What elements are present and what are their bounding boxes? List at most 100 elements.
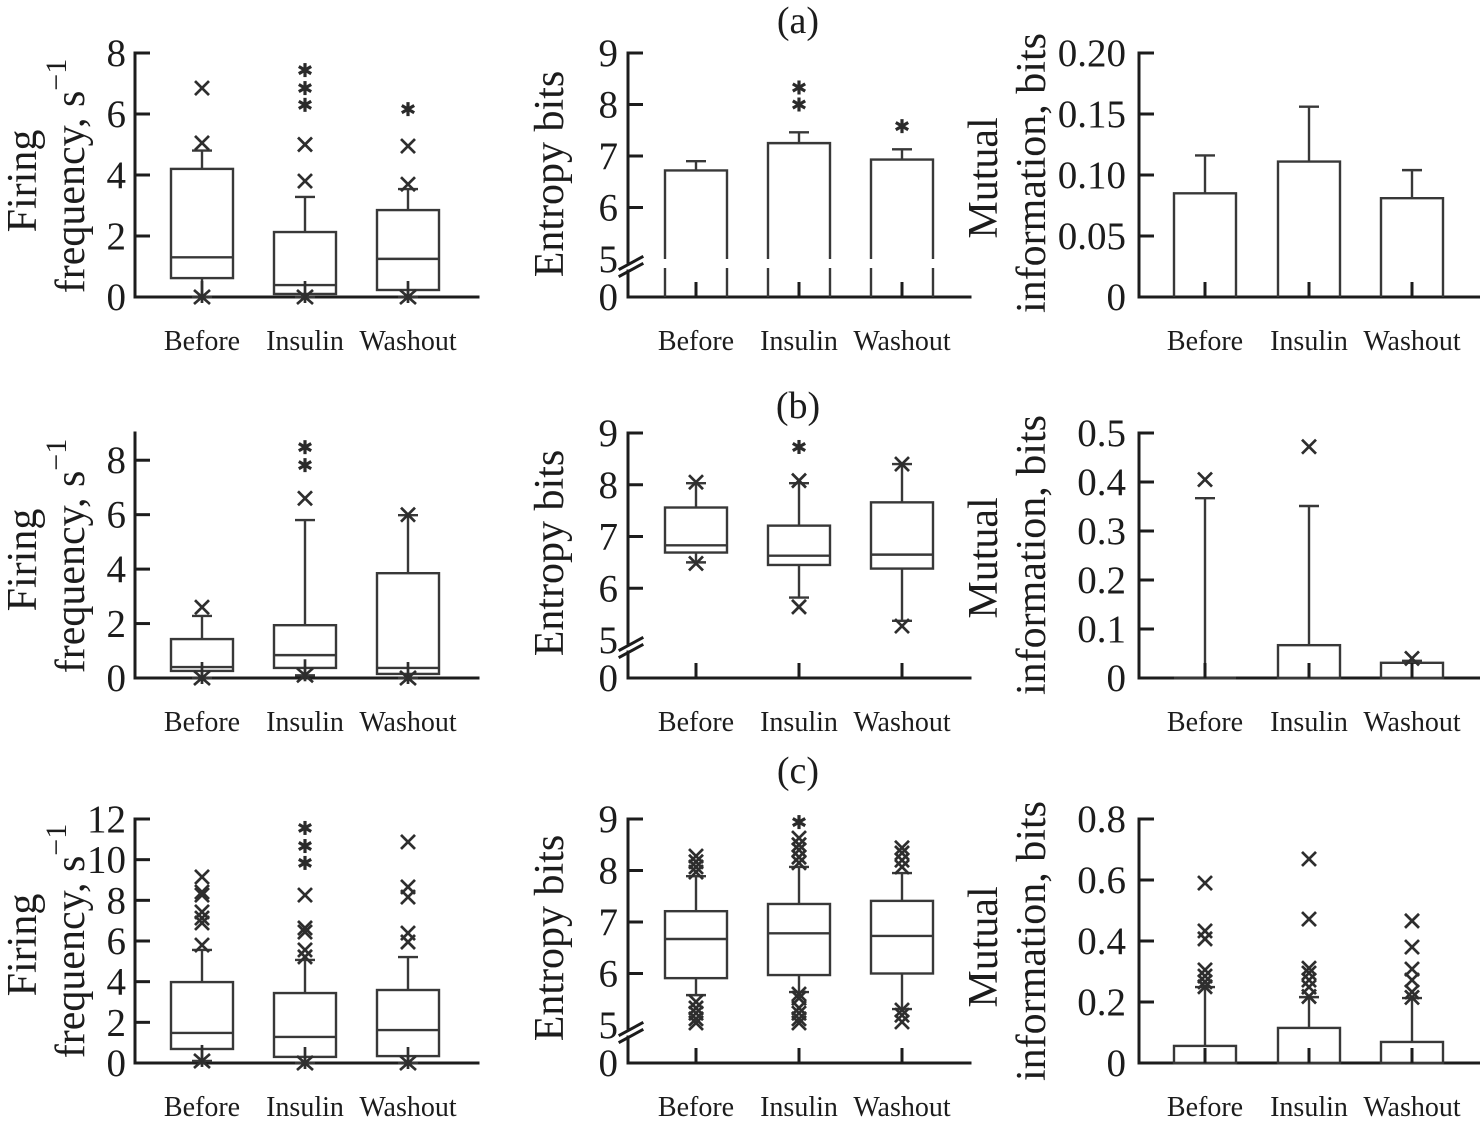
y-axis-label-text: Entropy bits xyxy=(527,450,573,657)
y-tick-label: 0 xyxy=(599,657,619,700)
outlier-stroke xyxy=(894,618,910,634)
y-tick-label: 8 xyxy=(599,850,619,893)
y-tick-label: 6 xyxy=(107,920,127,963)
outlier-marker xyxy=(688,1010,704,1027)
y-axis-label-text: frequency, s xyxy=(48,856,94,1059)
outlier-marker xyxy=(1301,911,1317,927)
chart-panel: 0 0.2 0.4 0.6 0.8 Mutual information, bits Befo… xyxy=(961,798,1480,1123)
y-axis-label-text: Mutual xyxy=(961,886,1007,1007)
extreme-stroke xyxy=(297,460,313,471)
outlier-stroke xyxy=(1301,851,1317,867)
outlier-stroke xyxy=(894,852,910,869)
extreme-stroke xyxy=(297,83,313,94)
y-tick-label: 8 xyxy=(107,879,127,922)
outlier-marker xyxy=(400,506,416,523)
y-axis-label: Entropy bits xyxy=(527,450,573,657)
outlier-stroke xyxy=(194,135,210,151)
outlier-stroke xyxy=(688,474,704,491)
outlier-stroke xyxy=(1197,962,1213,978)
extreme-marker xyxy=(297,81,313,96)
y-tick-label: 0 xyxy=(107,1042,127,1085)
axis-break xyxy=(617,1020,645,1045)
box xyxy=(663,909,729,980)
box xyxy=(375,571,441,676)
y-axis-label-superscript: −1 xyxy=(40,824,73,856)
y-axis-label: frequency, s−1 xyxy=(40,59,94,293)
outlier-stroke xyxy=(791,854,807,871)
axis-break xyxy=(617,635,645,660)
y-tick-label: 0.05 xyxy=(1058,215,1126,258)
category-label: Before xyxy=(658,707,734,738)
y-tick-label: 5 xyxy=(599,238,619,281)
category-label: Before xyxy=(1167,707,1243,738)
extreme-marker xyxy=(791,80,807,95)
outlier-marker xyxy=(791,472,807,489)
y-tick-label: 0 xyxy=(1107,1042,1127,1085)
outlier-marker xyxy=(894,839,910,856)
outlier-stroke xyxy=(894,1007,910,1024)
y-axis-label-text: information, bits xyxy=(1009,33,1055,313)
y-tick-label: 0 xyxy=(599,276,619,319)
y-axis-label: Mutual xyxy=(961,886,1007,1007)
outlier-marker xyxy=(894,845,910,861)
outlier-stroke xyxy=(1197,930,1213,947)
outlier-stroke xyxy=(894,858,910,875)
outlier-stroke xyxy=(791,1014,807,1031)
category-label: Washout xyxy=(359,1092,457,1123)
y-axis-label-text: Firing xyxy=(0,509,46,612)
category-label: Insulin xyxy=(266,707,344,738)
y-tick-label: 0 xyxy=(599,1042,619,1085)
box xyxy=(169,980,235,1051)
y-tick-label: 7 xyxy=(599,135,619,178)
extreme-stroke xyxy=(297,65,313,76)
category-label: Before xyxy=(164,326,240,357)
bar-group xyxy=(869,119,935,297)
panel-label: (a) xyxy=(777,0,819,42)
y-tick-label: 5 xyxy=(599,1004,619,1047)
y-axis-label: Entropy bits xyxy=(527,835,573,1042)
y-tick-label: 2 xyxy=(107,603,127,646)
y-tick-label: 6 xyxy=(599,187,619,230)
y-axis-label: Mutual xyxy=(961,497,1007,618)
outlier-marker xyxy=(297,136,313,153)
extreme-stroke xyxy=(791,441,807,452)
box-group xyxy=(869,839,935,1063)
category-label: Before xyxy=(658,1092,734,1123)
category-label: Washout xyxy=(359,707,457,738)
outlier-marker xyxy=(1404,912,1420,929)
y-tick-label: 5 xyxy=(599,619,619,662)
y-axis-label-text: Mutual xyxy=(961,117,1007,238)
extreme-stroke xyxy=(400,104,416,115)
outlier-stroke xyxy=(194,887,210,904)
category-label: Before xyxy=(658,326,734,357)
extreme-marker xyxy=(297,97,313,112)
outlier-marker xyxy=(1197,978,1213,995)
box-group xyxy=(272,63,338,306)
outlier-stroke xyxy=(688,993,704,1010)
outlier-stroke xyxy=(297,887,313,904)
outlier-marker xyxy=(1301,851,1317,867)
outlier-stroke xyxy=(194,910,210,926)
extreme-marker xyxy=(791,439,807,454)
category-label: Insulin xyxy=(1270,1092,1348,1123)
outlier-stroke xyxy=(297,920,313,936)
extreme-marker xyxy=(297,440,313,455)
outlier-stroke xyxy=(688,555,704,572)
outlier-marker xyxy=(1197,875,1213,892)
outlier-marker xyxy=(297,887,313,904)
y-axis-label: frequency, s−1 xyxy=(40,824,94,1058)
outlier-stroke xyxy=(688,858,704,875)
extreme-marker xyxy=(297,458,313,473)
extreme-marker xyxy=(297,855,313,870)
outlier-stroke xyxy=(1197,875,1213,892)
y-axis-label-text: Entropy bits xyxy=(527,71,573,278)
outlier-marker xyxy=(894,456,910,473)
box-group xyxy=(375,506,441,687)
y-tick-label: 0.4 xyxy=(1077,461,1126,504)
y-tick-label: 8 xyxy=(599,464,619,507)
box-group xyxy=(1276,851,1342,1065)
outlier-stroke xyxy=(400,889,416,906)
y-axis-label: frequency, s−1 xyxy=(40,439,94,673)
y-axis-label-superscript: −1 xyxy=(40,439,73,471)
